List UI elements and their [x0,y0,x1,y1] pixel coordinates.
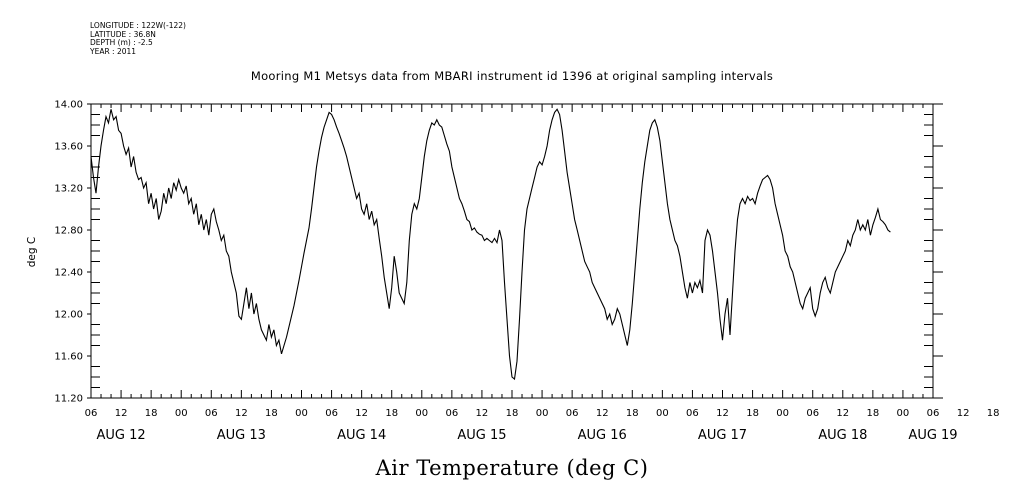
x-tick-label: 18 [265,408,278,419]
x-date-label: AUG 15 [457,428,506,443]
longitude-text: LONGITUDE : 122W(-122) [90,21,186,30]
x-tick-label: 12 [235,408,248,419]
y-axis: 11.20 11.60 12.00 12.40 12.80 13.20 13.60 14.00 [54,100,943,405]
x-date-label: AUG 18 [818,428,867,443]
x-tick-label: 18 [987,408,1000,419]
x-tick-label: 12 [355,408,368,419]
y-axis-label: deg C [26,237,38,267]
x-tick-label: 12 [957,408,970,419]
chart-title: Mooring M1 Metsys data from MBARI instru… [251,69,773,83]
x-tick-label: 18 [866,408,879,419]
y-tick-label: 13.20 [54,184,83,195]
plot-frame [90,103,934,399]
x-tick-label: 18 [626,408,639,419]
x-tick-label: 06 [205,408,218,419]
x-axis-label: Air Temperature (deg C) [375,456,649,480]
y-tick-label: 12.80 [54,226,83,237]
x-date-label: AUG 14 [337,428,386,443]
y-tick-label: 13.60 [54,142,83,153]
depth-text: DEPTH (m) : -2.5 [90,38,153,48]
x-tick-label: 06 [566,408,579,419]
x-tick-label: 06 [325,408,338,419]
y-tick-label: 11.60 [54,352,83,363]
x-date-label: AUG 17 [698,428,747,443]
x-axis: 06 12 18 00 06 12 18 00 06 12 18 00 06 12 18 00 06 12 18 00… [85,104,1000,443]
x-tick-label: 06 [85,408,98,419]
y-tick-label: 12.40 [54,268,83,279]
x-tick-label: 00 [536,408,549,419]
x-tick-label: 06 [445,408,458,419]
x-tick-label: 00 [656,408,669,419]
x-tick-label: 18 [746,408,759,419]
x-tick-label: 00 [415,408,428,419]
x-tick-label: 12 [596,408,609,419]
x-tick-label: 00 [295,408,308,419]
x-tick-label: 00 [776,408,789,419]
x-tick-label: 06 [686,408,699,419]
latitude-text: LATITUDE : 36.8N [90,29,156,39]
x-tick-label: 18 [385,408,398,419]
x-tick-label: 12 [476,408,489,419]
x-date-label: AUG 19 [908,428,957,443]
x-tick-label: 18 [506,408,519,419]
x-date-label: AUG 13 [217,428,266,443]
x-tick-label: 18 [145,408,158,419]
x-tick-label: 12 [716,408,729,419]
x-tick-label: 06 [806,408,819,419]
x-tick-label: 00 [897,408,910,419]
year-text: YEAR : 2011 [90,46,137,56]
metadata-block: LONGITUDE : 122W(-122) LATITUDE : 36.8N … [90,21,186,56]
x-date-label: AUG 16 [578,428,627,443]
x-tick-label: 12 [115,408,128,419]
x-tick-label: 12 [836,408,849,419]
x-tick-label: 06 [927,408,940,419]
y-tick-label: 14.00 [54,100,83,111]
y-tick-label: 12.00 [54,310,83,321]
x-tick-label: 00 [175,408,188,419]
series-line-air-temperature [90,108,891,381]
y-tick-label: 11.20 [54,394,83,405]
x-date-label: AUG 12 [96,428,145,443]
